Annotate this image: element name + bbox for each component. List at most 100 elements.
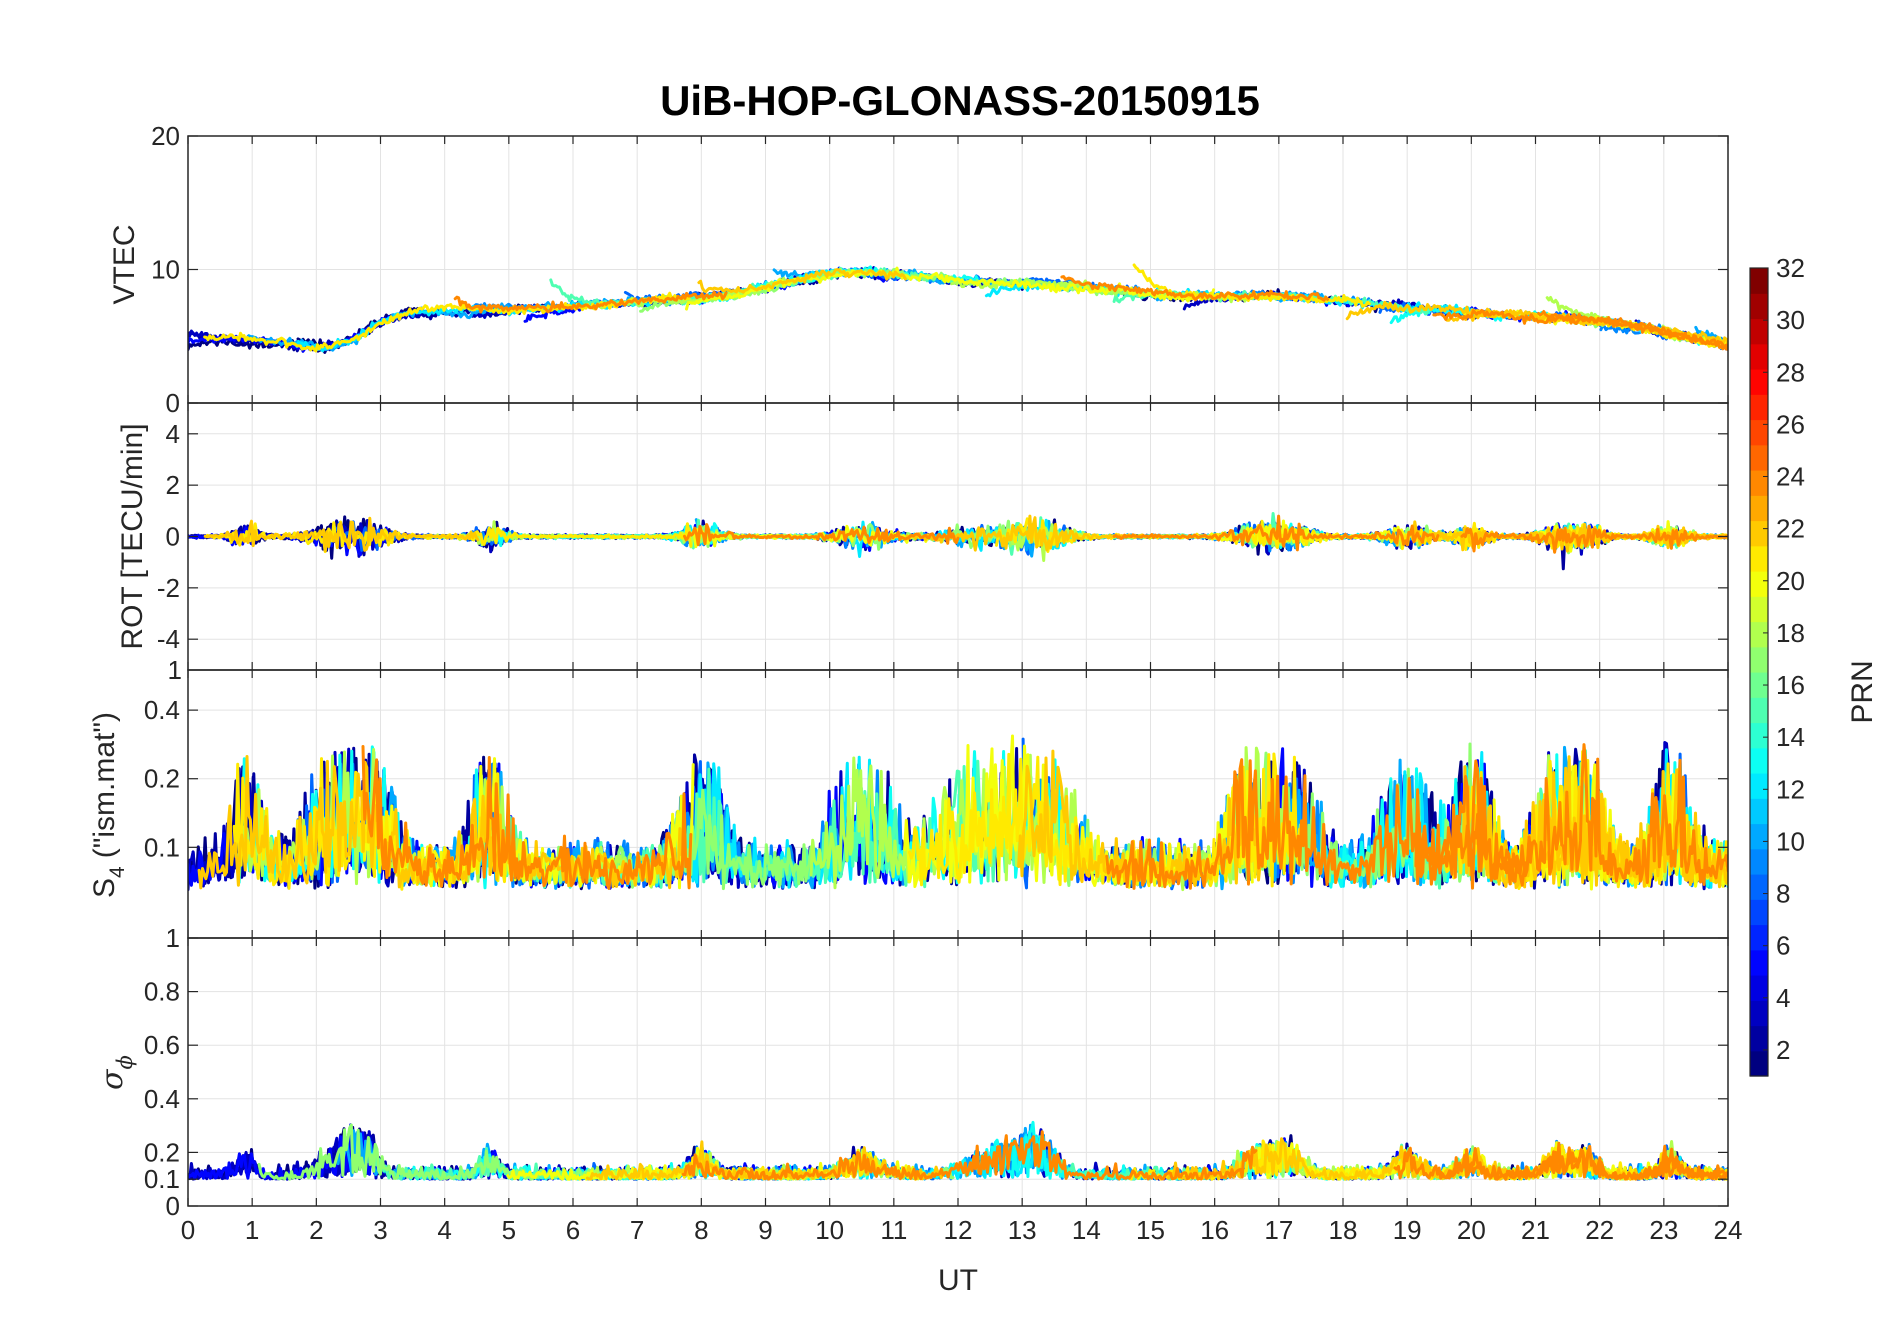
x-tick-label: 9 [758,1215,772,1245]
y-tick-label: -4 [157,624,180,654]
x-tick-label: 16 [1200,1215,1229,1245]
x-tick-label: 7 [630,1215,644,1245]
colorbar-swatch [1750,697,1768,724]
colorbar-swatch [1750,293,1768,320]
colorbar-tick-label: 16 [1776,670,1805,700]
colorbar-tick-label: 4 [1776,983,1790,1013]
series-prn-24 [683,523,960,547]
colorbar-tick-label: 10 [1776,826,1805,856]
series-prn-22 [1345,300,1717,345]
series-prn-22 [203,516,480,553]
colorbar-swatch [1750,646,1768,673]
colorbar-swatch [1750,949,1768,976]
colorbar-swatch [1750,773,1768,799]
colorbar-swatch [1750,343,1768,370]
grid-panel-1 [187,135,1729,404]
colorbar-swatch [1750,520,1768,547]
colorbar-swatch [1750,722,1768,749]
colorbar-tick-label: 14 [1776,722,1805,752]
colorbar-swatch [1750,1025,1768,1052]
colorbar-tick-label: 32 [1776,253,1805,283]
panel-3: 0.1 0.2 0.4 1 S4("ism.mat") [88,655,1729,939]
x-tick-label: 14 [1072,1215,1101,1245]
colorbar-swatch [1750,975,1768,1001]
x-tick-label: 8 [694,1215,708,1245]
colorbar-tick-label: 20 [1776,566,1805,596]
colorbar-tick-label: 30 [1776,305,1805,335]
y-axis-label-vtec: VTEC [108,224,141,304]
series-prn-24 [1414,743,1728,890]
x-axis-label: UT [938,1264,978,1297]
x-tick-label: 17 [1264,1215,1293,1245]
y-ticks-panel-4: 00.10.20.40.60.810 1 2 3 4 5 6 7 8 9 10 11 12 13 14 15 1… [144,923,1743,1245]
x-tick-label: 3 [373,1215,387,1245]
colorbar-swatch [1750,798,1768,825]
colorbar-swatch [1750,747,1768,774]
y-tick-label: 0.1 [144,1164,180,1194]
colorbar-swatch [1750,394,1768,421]
series-panel-4 [188,1120,1728,1181]
y-tick-label: 0.4 [144,1084,180,1114]
colorbar-swatch [1750,672,1768,698]
series-prn-24 [1432,308,1728,352]
series-prn-22 [697,268,907,294]
colorbar-tick-label: 22 [1776,514,1805,544]
colorbar-tick-label: 6 [1776,931,1790,961]
series-prn-24 [1105,758,1534,890]
colorbar-swatch [1750,470,1768,496]
colorbar-swatch [1750,419,1768,446]
x-tick-label: 18 [1329,1215,1358,1245]
x-tick-label: 5 [502,1215,516,1245]
y-tick-label: 0 [166,388,180,418]
y-tick-label: 0.2 [144,764,180,794]
x-tick-label: 4 [437,1215,451,1245]
panel-4: 00.10.20.40.60.810 1 2 3 4 5 6 7 8 9 10 11 12 13 14 15 1… [95,923,1742,1245]
series-prn-22 [585,1140,945,1181]
colorbar-tick-label: 12 [1776,774,1805,804]
series-prn-24 [361,745,693,890]
y-axis-label-rot: ROT [TECU/min] [116,423,149,649]
colorbar-swatch [1750,848,1768,875]
x-tick-label: 1 [245,1215,259,1245]
x-tick-label: 6 [566,1215,580,1245]
colorbar-swatch [1750,495,1768,522]
colorbar-tick-label: 18 [1776,618,1805,648]
y-tick-label: 4 [166,419,180,449]
colorbar-swatch [1750,369,1768,395]
colorbar-swatch [1750,268,1768,294]
x-tick-label: 21 [1521,1215,1550,1245]
chart-title: UiB-HOP-GLONASS-20150915 [660,77,1260,124]
colorbar-tick-label: 28 [1776,357,1805,387]
colorbar-swatch [1750,899,1768,926]
y-axis-label-s4: S4("ism.mat") [88,712,129,898]
y-tick-label: 2 [166,470,180,500]
y-tick-label-top: 1 [168,655,182,685]
series-prn-24 [1460,524,1728,554]
series-prn-22 [197,755,685,890]
colorbar-tick-label: 26 [1776,409,1805,439]
y-tick-label: 0.4 [144,695,180,725]
x-tick-label: 11 [880,1215,907,1245]
series-panel-2 [188,512,1728,571]
colorbar-swatch [1750,571,1768,597]
x-tick-label: 15 [1136,1215,1165,1245]
series-panel-3 [188,734,1728,892]
series-panel-1 [188,263,1728,354]
colorbar-swatch [1750,924,1768,951]
y-tick-label: 0 [166,522,180,552]
series-prn-22 [1445,308,1728,346]
x-tick-label: 23 [1649,1215,1678,1245]
x-tick-label: 24 [1714,1215,1743,1245]
series-prn-24 [1112,514,1440,552]
series-prn-24 [681,1130,1258,1181]
colorbar-swatch [1750,874,1768,900]
y-tick-label: 10 [151,255,180,285]
colorbar-tick-label: 8 [1776,879,1790,909]
y-tick-label: -2 [157,573,180,603]
colorbar-swatch [1750,1050,1768,1077]
y-tick-label: 0.6 [144,1030,180,1060]
x-tick-label: 13 [1008,1215,1037,1245]
x-tick-label: 2 [309,1215,323,1245]
series-prn-24 [1060,275,1329,302]
